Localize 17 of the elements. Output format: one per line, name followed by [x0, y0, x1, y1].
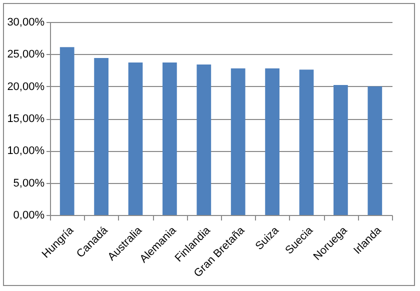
bar — [368, 86, 382, 215]
bar — [230, 68, 246, 215]
bar — [299, 70, 314, 215]
y-tick-label: 10,00% — [7, 145, 45, 158]
bar — [334, 85, 348, 215]
y-tick-label: 30,00% — [7, 16, 45, 28]
y-tick-label: 5,00% — [13, 177, 45, 190]
bar — [60, 47, 74, 215]
bar — [265, 68, 280, 215]
bar — [162, 62, 177, 215]
y-tick-label: 15,00% — [7, 113, 45, 125]
bar — [128, 62, 143, 215]
bar — [196, 64, 212, 215]
y-tick-label: 0,00% — [13, 210, 45, 222]
bar — [94, 58, 108, 215]
y-tick-label: 25,00% — [7, 48, 45, 61]
y-tick-label: 20,00% — [7, 80, 45, 93]
